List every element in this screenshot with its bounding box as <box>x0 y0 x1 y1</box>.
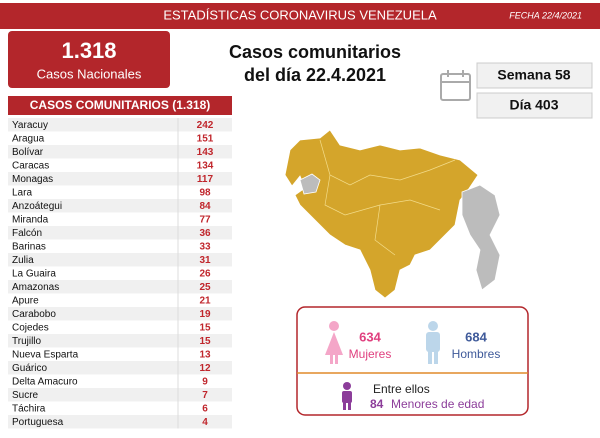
state-cases: 13 <box>199 349 211 360</box>
table-row <box>8 334 232 348</box>
state-name: Trujillo <box>12 336 42 347</box>
table-row <box>8 253 232 267</box>
header-bar <box>0 3 600 29</box>
day-box <box>476 92 593 119</box>
table-title: CASOS COMUNITARIOS (1.318) <box>30 98 210 112</box>
state-cases: 19 <box>199 309 211 320</box>
state-name: Carabobo <box>12 309 56 320</box>
state-cases: 4 <box>202 417 208 428</box>
state-cases: 12 <box>199 363 211 374</box>
table-row <box>8 415 232 429</box>
table-row <box>8 226 232 240</box>
state-name: Sucre <box>12 390 39 401</box>
state-name: Anzoátegui <box>12 201 62 212</box>
women-label: Mujeres <box>349 347 392 361</box>
table-row <box>8 212 232 226</box>
table-row <box>8 158 232 172</box>
week-box <box>476 62 593 89</box>
state-cases: 151 <box>197 133 214 144</box>
men-value: 684 <box>465 329 487 344</box>
gender-box <box>296 306 529 416</box>
state-cases: 9 <box>202 376 208 387</box>
man-icon <box>426 321 440 364</box>
state-name: Táchira <box>12 403 46 414</box>
state-name: Nueva Esparta <box>12 349 79 360</box>
state-name: Delta Amacuro <box>12 376 78 387</box>
state-cases: 31 <box>199 255 211 266</box>
table-row <box>8 374 232 388</box>
state-name: Falcón <box>12 228 42 239</box>
state-name: Amazonas <box>12 282 59 293</box>
state-name: Bolívar <box>12 147 44 158</box>
table-row <box>8 280 232 294</box>
table-row <box>8 185 232 199</box>
child-icon <box>342 382 352 410</box>
table-row <box>8 145 232 159</box>
header-title: ESTADÍSTICAS CORONAVIRUS VENEZUELA <box>163 7 437 22</box>
state-cases: 84 <box>199 201 211 212</box>
calendar-icon <box>440 70 471 101</box>
state-name: Caracas <box>12 160 49 171</box>
table-row <box>8 388 232 402</box>
state-cases: 33 <box>199 241 211 252</box>
state-name: La Guaira <box>12 268 56 279</box>
state-cases: 134 <box>197 160 214 171</box>
state-cases: 21 <box>199 295 211 306</box>
state-cases: 15 <box>199 336 211 347</box>
table-row <box>8 347 232 361</box>
state-cases: 117 <box>197 174 214 185</box>
subtitle: del día 22.4.2021 <box>244 65 386 85</box>
total-box <box>8 31 170 88</box>
table-row <box>8 239 232 253</box>
state-name: Aragua <box>12 133 45 144</box>
state-name: Guárico <box>12 363 47 374</box>
day: Día 403 <box>509 97 558 113</box>
state-cases: 77 <box>199 214 211 225</box>
state-name: Miranda <box>12 214 49 225</box>
women-value: 634 <box>359 329 381 344</box>
table-row <box>8 199 232 213</box>
table-row <box>8 118 232 132</box>
state-name: Barinas <box>12 241 46 252</box>
state-name: Lara <box>12 187 32 198</box>
men-label: Hombres <box>452 347 501 361</box>
state-name: Portuguesa <box>12 417 64 428</box>
state-name: Apure <box>12 295 39 306</box>
state-name: Zulia <box>12 255 34 266</box>
state-cases: 6 <box>202 403 208 414</box>
total-label: Casos Nacionales <box>37 66 142 81</box>
table-row <box>8 320 232 334</box>
table-header <box>8 96 232 115</box>
table-row <box>8 361 232 375</box>
state-name: Yaracuy <box>12 120 48 131</box>
total-value: 1.318 <box>61 38 116 63</box>
week: Semana 58 <box>497 67 570 83</box>
state-name: Monagas <box>12 174 53 185</box>
state-cases: 7 <box>202 390 208 401</box>
state-cases: 143 <box>197 147 214 158</box>
minors-intro: Entre ellos <box>373 382 430 396</box>
state-name: Cojedes <box>12 322 49 333</box>
minors-label: Menores de edad <box>391 397 484 411</box>
state-cases: 26 <box>199 268 211 279</box>
state-cases: 36 <box>199 228 211 239</box>
header-date: FECHA 22/4/2021 <box>509 10 582 20</box>
state-cases: 25 <box>199 282 211 293</box>
table-row <box>8 401 232 415</box>
state-cases: 242 <box>197 120 214 131</box>
subtitle: Casos comunitarios <box>229 42 401 62</box>
table-row <box>8 172 232 186</box>
woman-icon <box>325 321 343 364</box>
state-cases: 98 <box>199 187 211 198</box>
minors-value: 84 <box>370 397 384 411</box>
map <box>284 129 501 299</box>
table-row <box>8 307 232 321</box>
state-cases: 15 <box>199 322 211 333</box>
table-row <box>8 266 232 280</box>
table-row <box>8 131 232 145</box>
table-row <box>8 293 232 307</box>
